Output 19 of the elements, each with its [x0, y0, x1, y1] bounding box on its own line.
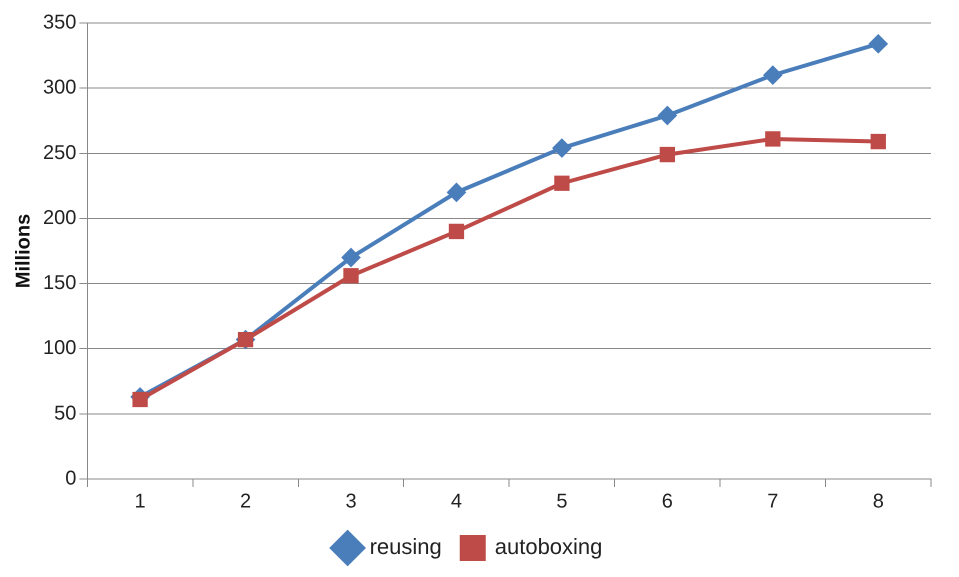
x-tick-label: 3 [345, 490, 357, 513]
y-axis-title: Millions [12, 214, 35, 288]
x-tick-label: 8 [872, 490, 884, 513]
y-tick-label: 250 [42, 142, 76, 164]
legend-label: autoboxing [494, 534, 602, 560]
y-tick-label: 50 [54, 402, 76, 424]
y-tick-label: 350 [42, 12, 76, 34]
x-tick-label: 2 [240, 490, 252, 513]
y-tick-label: 100 [42, 337, 76, 360]
legend-label: reusing [370, 534, 442, 560]
x-tick-label: 1 [134, 490, 146, 513]
x-tick-label: 6 [662, 490, 673, 513]
x-tick-label: 5 [556, 490, 568, 513]
y-tick-label: 0 [65, 468, 76, 490]
y-tick-label: 300 [42, 76, 76, 99]
x-tick-label: 4 [450, 490, 462, 513]
x-tick-label: 7 [767, 490, 778, 513]
y-tick-label: 150 [42, 272, 76, 294]
y-tick-label: 200 [42, 206, 76, 229]
